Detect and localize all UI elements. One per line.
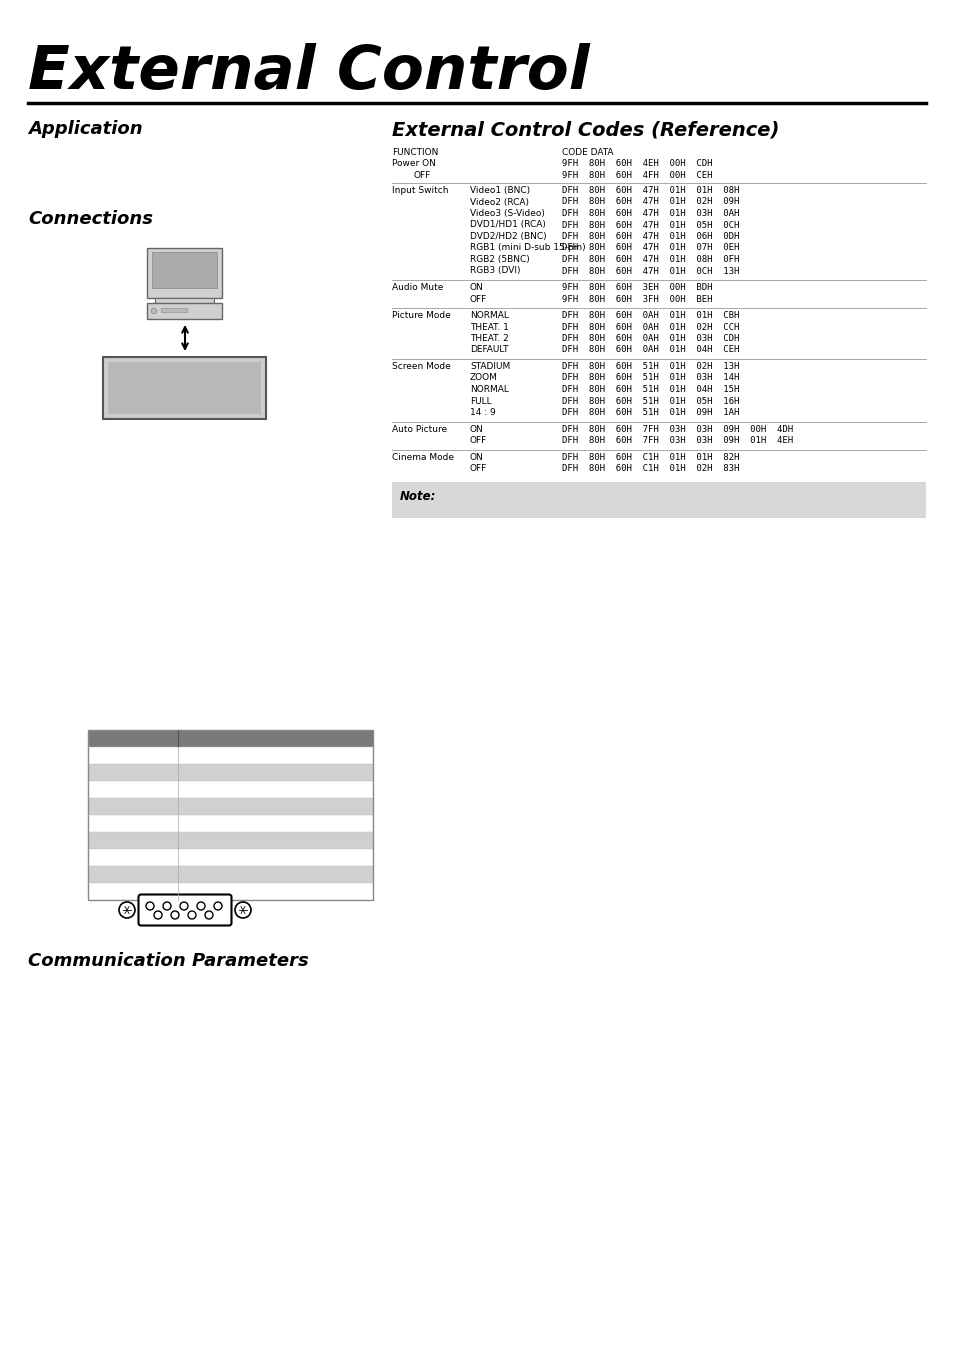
Bar	[88, 747, 373, 765]
Circle shape	[163, 902, 171, 911]
Bar	[108, 362, 261, 413]
Text: DVD2/HD2 (BNC): DVD2/HD2 (BNC)	[470, 232, 546, 240]
Text: OFF: OFF	[470, 295, 487, 304]
Text: ON: ON	[470, 453, 483, 462]
Text: DFH  80H  60H  51H  01H  04H  15H: DFH 80H 60H 51H 01H 04H 15H	[561, 385, 739, 394]
Bar	[88, 815, 373, 832]
Bar	[88, 798, 373, 815]
Text: 9FH  80H  60H  4EH  00H  CDH: 9FH 80H 60H 4EH 00H CDH	[561, 159, 712, 168]
Bar	[103, 357, 266, 419]
Text: DFH  80H  60H  51H  01H  05H  16H: DFH 80H 60H 51H 01H 05H 16H	[561, 396, 739, 405]
Text: ZOOM: ZOOM	[470, 373, 497, 382]
Text: DFH  80H  60H  47H  01H  03H  0AH: DFH 80H 60H 47H 01H 03H 0AH	[561, 209, 739, 218]
Text: DFH  80H  60H  0AH  01H  01H  CBH: DFH 80H 60H 0AH 01H 01H CBH	[561, 311, 739, 320]
Text: DFH  80H  60H  C1H  01H  02H  83H: DFH 80H 60H C1H 01H 02H 83H	[561, 463, 739, 473]
Text: STADIUM: STADIUM	[470, 362, 510, 372]
Text: DFH  80H  60H  47H  01H  06H  0DH: DFH 80H 60H 47H 01H 06H 0DH	[561, 232, 739, 240]
Text: CODE DATA: CODE DATA	[561, 149, 613, 157]
Circle shape	[151, 308, 156, 313]
Text: NORMAL: NORMAL	[470, 385, 508, 394]
Text: DFH  80H  60H  0AH  01H  03H  CDH: DFH 80H 60H 0AH 01H 03H CDH	[561, 334, 739, 343]
Text: DFH  80H  60H  0AH  01H  04H  CEH: DFH 80H 60H 0AH 01H 04H CEH	[561, 346, 739, 354]
Text: Video2 (RCA): Video2 (RCA)	[470, 197, 529, 207]
Text: DFH  80H  60H  47H  01H  02H  09H: DFH 80H 60H 47H 01H 02H 09H	[561, 197, 739, 207]
Bar	[88, 730, 373, 900]
Text: Power ON: Power ON	[392, 159, 436, 168]
Bar	[147, 303, 222, 319]
Circle shape	[196, 902, 205, 911]
Text: OFF: OFF	[470, 463, 487, 473]
Text: NORMAL: NORMAL	[470, 311, 508, 320]
Bar	[88, 832, 373, 848]
Text: DFH  80H  60H  47H  01H  05H  0CH: DFH 80H 60H 47H 01H 05H 0CH	[561, 220, 739, 230]
Text: ON: ON	[470, 282, 483, 292]
Circle shape	[180, 902, 188, 911]
Text: DFH  80H  60H  0AH  01H  02H  CCH: DFH 80H 60H 0AH 01H 02H CCH	[561, 323, 739, 331]
Text: DFH  80H  60H  51H  01H  02H  13H: DFH 80H 60H 51H 01H 02H 13H	[561, 362, 739, 372]
Circle shape	[213, 902, 222, 911]
Bar	[88, 848, 373, 866]
Circle shape	[234, 902, 251, 917]
Text: Note:: Note:	[399, 489, 436, 503]
Circle shape	[171, 911, 179, 919]
Text: RGB3 (DVI): RGB3 (DVI)	[470, 266, 520, 276]
Circle shape	[188, 911, 195, 919]
Bar	[88, 781, 373, 798]
Text: THEAT. 2: THEAT. 2	[470, 334, 508, 343]
Bar	[88, 884, 373, 900]
Text: Screen Mode: Screen Mode	[392, 362, 450, 372]
Text: DFH  80H  60H  C1H  01H  01H  82H: DFH 80H 60H C1H 01H 01H 82H	[561, 453, 739, 462]
Text: DFH  80H  60H  7FH  03H  03H  09H  00H  4DH: DFH 80H 60H 7FH 03H 03H 09H 00H 4DH	[561, 424, 792, 434]
Text: OFF: OFF	[470, 436, 487, 444]
Text: Video1 (BNC): Video1 (BNC)	[470, 186, 530, 195]
Text: 14 : 9: 14 : 9	[470, 408, 496, 417]
Text: Auto Picture: Auto Picture	[392, 424, 447, 434]
Text: Input Switch: Input Switch	[392, 186, 448, 195]
Text: DFH  80H  60H  47H  01H  07H  0EH: DFH 80H 60H 47H 01H 07H 0EH	[561, 243, 739, 253]
Text: RGB2 (5BNC): RGB2 (5BNC)	[470, 255, 529, 263]
Text: 9FH  80H  60H  4FH  00H  CEH: 9FH 80H 60H 4FH 00H CEH	[561, 170, 712, 180]
Text: Cinema Mode: Cinema Mode	[392, 453, 454, 462]
Bar	[161, 308, 187, 312]
Text: External Control: External Control	[28, 42, 589, 101]
Text: DVD1/HD1 (RCA): DVD1/HD1 (RCA)	[470, 220, 545, 230]
Text: OFF: OFF	[414, 170, 431, 180]
Bar	[152, 253, 216, 288]
Bar	[154, 299, 213, 303]
Text: DEFAULT: DEFAULT	[470, 346, 508, 354]
Text: 9FH  80H  60H  3FH  00H  BEH: 9FH 80H 60H 3FH 00H BEH	[561, 295, 712, 304]
Text: Video3 (S-Video): Video3 (S-Video)	[470, 209, 544, 218]
Text: DFH  80H  60H  51H  01H  09H  1AH: DFH 80H 60H 51H 01H 09H 1AH	[561, 408, 739, 417]
Text: Connections: Connections	[28, 209, 152, 228]
Text: DFH  80H  60H  7FH  03H  03H  09H  01H  4EH: DFH 80H 60H 7FH 03H 03H 09H 01H 4EH	[561, 436, 792, 444]
Text: RGB1 (mini D-sub 15-pin): RGB1 (mini D-sub 15-pin)	[470, 243, 585, 253]
Bar	[147, 249, 222, 299]
Text: 9FH  80H  60H  3EH  00H  BDH: 9FH 80H 60H 3EH 00H BDH	[561, 282, 712, 292]
Bar	[88, 765, 373, 781]
Text: Application: Application	[28, 120, 143, 138]
Text: External Control Codes (Reference): External Control Codes (Reference)	[392, 120, 779, 139]
Text: ON: ON	[470, 424, 483, 434]
Circle shape	[153, 911, 162, 919]
Text: Picture Mode: Picture Mode	[392, 311, 450, 320]
Circle shape	[146, 902, 153, 911]
Text: DFH  80H  60H  47H  01H  01H  08H: DFH 80H 60H 47H 01H 01H 08H	[561, 186, 739, 195]
Text: THEAT. 1: THEAT. 1	[470, 323, 508, 331]
Text: FUNCTION: FUNCTION	[392, 149, 438, 157]
Text: DFH  80H  60H  47H  01H  08H  0FH: DFH 80H 60H 47H 01H 08H 0FH	[561, 255, 739, 263]
Text: Communication Parameters: Communication Parameters	[28, 952, 309, 970]
Text: DFH  80H  60H  47H  01H  0CH  13H: DFH 80H 60H 47H 01H 0CH 13H	[561, 266, 739, 276]
Bar	[88, 866, 373, 884]
Text: FULL: FULL	[470, 396, 491, 405]
Bar	[88, 730, 373, 747]
Text: DFH  80H  60H  51H  01H  03H  14H: DFH 80H 60H 51H 01H 03H 14H	[561, 373, 739, 382]
Circle shape	[119, 902, 135, 917]
Circle shape	[205, 911, 213, 919]
Text: Audio Mute: Audio Mute	[392, 282, 443, 292]
Bar	[392, 481, 925, 517]
FancyBboxPatch shape	[138, 894, 232, 925]
